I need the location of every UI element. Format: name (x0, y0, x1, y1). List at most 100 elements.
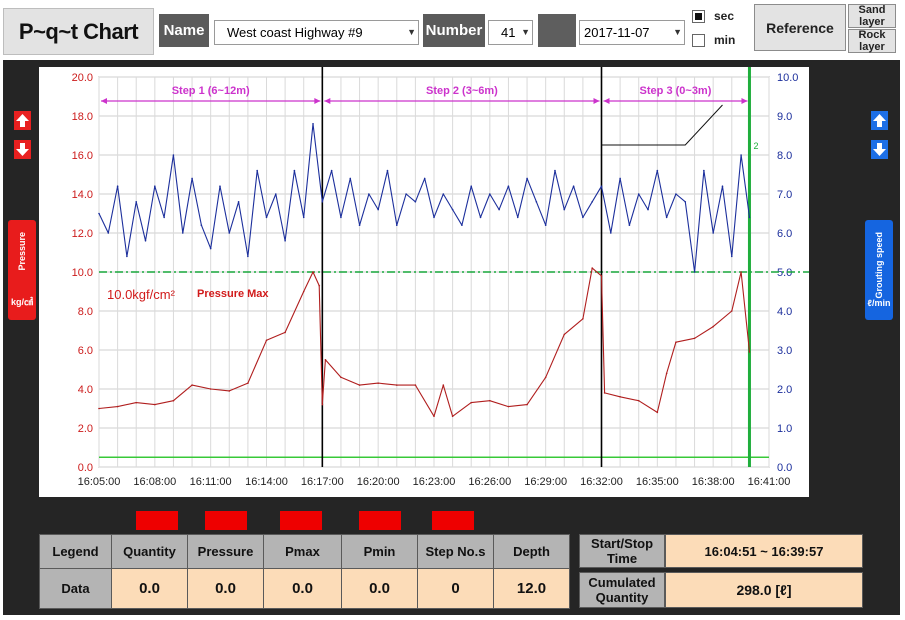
quantity-swatch (136, 511, 178, 530)
grouting-speed-point (470, 185, 473, 187)
y-left-tick-label: 4.0 (78, 384, 93, 396)
step-value: 0 (417, 568, 494, 609)
chevron-down-icon: ▼ (407, 27, 416, 37)
grouting-speed-point (748, 216, 751, 219)
sec-option[interactable]: sec (692, 9, 734, 23)
pressure-point (526, 403, 528, 406)
pressure-point (302, 290, 305, 293)
sand-layer-button[interactable]: Sand layer (848, 4, 896, 28)
sec-label: sec (714, 9, 735, 23)
step-label: Step 3 (0~3m) (640, 85, 712, 97)
pressure-point (116, 405, 119, 408)
pressure-point (377, 382, 379, 384)
pressure-point (656, 411, 659, 414)
x-tick-label: 16:38:00 (692, 476, 735, 488)
legend-row-label: Data (39, 568, 112, 609)
grouting-speed-point (163, 216, 165, 219)
grouting-speed-point (665, 216, 668, 219)
grouting-speed-point (284, 240, 286, 242)
y-right-tick-label: 3.0 (777, 345, 792, 357)
y-left-tick-label: 0.0 (78, 462, 93, 474)
number-select[interactable]: 41 ▼ (488, 20, 533, 45)
pressure-point (665, 372, 668, 375)
step-arrow-left (603, 98, 610, 104)
date-select[interactable]: 2017-11-07 ▼ (579, 20, 685, 45)
grouting-axis-tab: Grouting speed ℓ/min (865, 220, 893, 320)
min-option[interactable]: min (692, 33, 735, 47)
grouting-speed-point (368, 193, 370, 195)
y-left-tick-label: 16.0 (72, 150, 93, 162)
min-checkbox[interactable] (692, 33, 705, 47)
pressure-point (340, 376, 342, 379)
step-arrow-right (741, 98, 748, 104)
pressure-point (324, 358, 327, 361)
cumulated-value: 298.0 [ℓ] (665, 572, 863, 608)
pressure-point (358, 384, 361, 386)
pressure-point (600, 275, 603, 277)
pressure-point (414, 384, 417, 386)
grouting-speed-point (330, 169, 333, 172)
grouting-speed-point (321, 201, 324, 203)
legend-header-0: Legend (39, 534, 112, 569)
pressure-point (228, 390, 231, 392)
grouting-speed-point (582, 216, 584, 219)
pressure-point (507, 405, 510, 408)
pressure-point (284, 331, 286, 334)
grouting-speed-point (219, 185, 221, 187)
y-right-tick-label: 1.0 (777, 423, 792, 435)
grouting-speed-point (237, 201, 240, 203)
pressure-point (591, 267, 593, 269)
color-box[interactable] (538, 14, 576, 47)
grouting-speed-point (479, 216, 482, 219)
pressure-max-value-label: 10.0kgf/cm² (107, 287, 176, 302)
step-label: Step 2 (3~6m) (426, 85, 498, 97)
grouting-speed-point (572, 185, 575, 187)
pressure-scale-down-button[interactable] (14, 140, 31, 159)
pressure-axis-unit: kg/㎠ (10, 297, 33, 307)
sec-checkbox[interactable] (692, 9, 705, 23)
pressure-point (563, 333, 566, 336)
grouting-axis-unit: ℓ/min (867, 298, 891, 308)
grouting-speed-point (461, 224, 463, 226)
x-tick-label: 16:08:00 (133, 476, 176, 488)
x-tick-label: 16:23:00 (413, 476, 456, 488)
number-value: 41 (501, 25, 516, 40)
x-tick-label: 16:26:00 (468, 476, 511, 488)
reference-button[interactable]: Reference (754, 4, 846, 51)
x-tick-label: 16:17:00 (301, 476, 344, 488)
grouting-speed-point (349, 177, 352, 180)
pressure-scale-up-button[interactable] (14, 111, 31, 130)
arrow-down-icon (871, 140, 888, 159)
pressure-point (619, 396, 621, 398)
arrow-down-icon (14, 140, 31, 159)
x-tick-label: 16:14:00 (245, 476, 288, 488)
grouting-speed-point (489, 193, 491, 195)
pressure-max-caption: Pressure Max (197, 288, 269, 300)
pressure-point (675, 341, 677, 344)
pressure-point (544, 376, 547, 379)
grouting-speed-point (395, 224, 398, 226)
pressure-point (748, 351, 751, 353)
toolbar: P~q~t Chart Name West coast Highway #9 ▼… (0, 0, 905, 60)
pressure-value: 0.0 (187, 568, 264, 609)
grouting-speed-point (265, 216, 268, 219)
y-left-tick-label: 14.0 (72, 189, 93, 201)
rock-layer-button[interactable]: Rock layer (848, 29, 896, 53)
grouting-speed-point (675, 193, 677, 195)
y-left-tick-label: 6.0 (78, 345, 93, 357)
grouting-speed-point (423, 177, 426, 180)
grouting-speed-point (377, 208, 379, 211)
grouting-speed-point (730, 255, 733, 258)
grouting-speed-point (386, 169, 389, 172)
pressure-point (470, 401, 473, 404)
speed-scale-down-button[interactable] (871, 140, 888, 159)
grouting-speed-point (116, 185, 119, 187)
grouting-speed-point (703, 169, 705, 172)
pressure-series-line (98, 267, 751, 417)
grouting-speed-point (507, 185, 510, 187)
grouting-speed-point (740, 154, 742, 156)
annotation-leader-line (601, 104, 723, 146)
speed-scale-up-button[interactable] (871, 111, 888, 130)
name-select[interactable]: West coast Highway #9 ▼ (214, 20, 419, 45)
grouting-speed-point (628, 224, 631, 226)
